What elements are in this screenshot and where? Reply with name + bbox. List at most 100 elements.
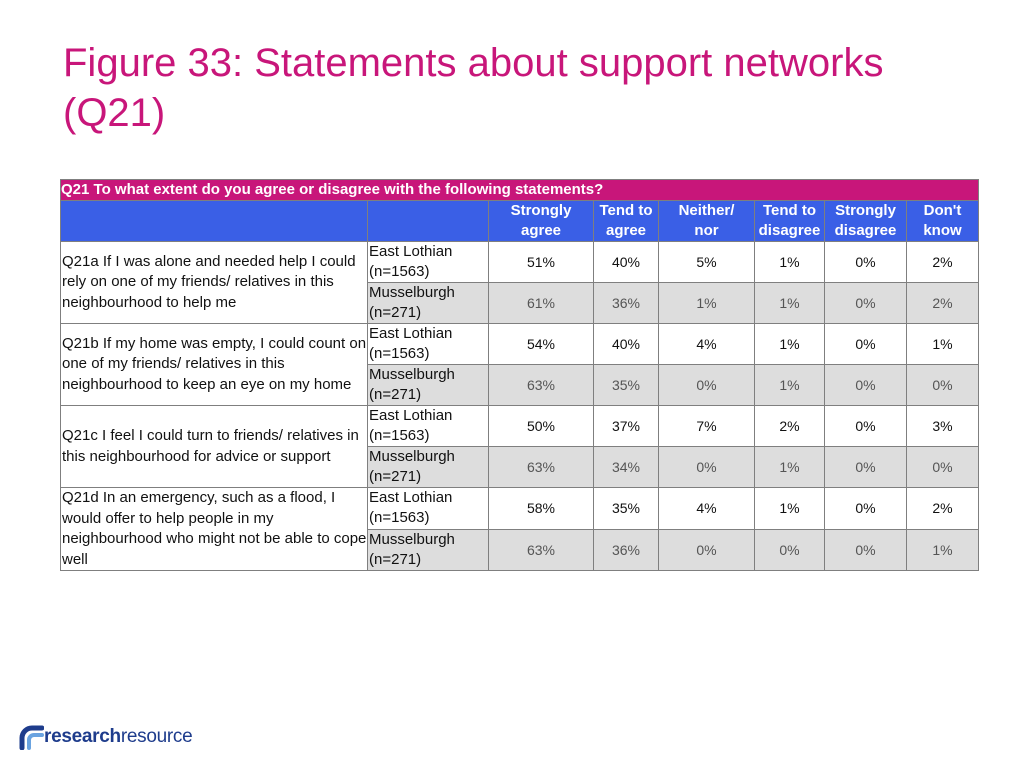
value-cell: 2% <box>906 487 979 530</box>
area-line: (n=271) <box>369 468 422 485</box>
value-cell: 63% <box>488 528 594 571</box>
column-header-line: disagree <box>758 222 821 239</box>
area-line: East Lothian <box>369 407 453 424</box>
column-header: Strongly agree <box>488 200 594 242</box>
value-cell: 1% <box>906 323 979 365</box>
area-cell: East Lothian (n=1563) <box>367 241 489 283</box>
column-header-line: Don't <box>923 202 962 219</box>
value-cell: 0% <box>754 528 825 571</box>
value-cell: 40% <box>593 241 659 283</box>
value-cell: 1% <box>754 241 825 283</box>
column-header: Tend to disagree <box>754 200 825 242</box>
value-cell: 2% <box>906 282 979 324</box>
value-cell: 50% <box>488 405 594 447</box>
value-cell: 0% <box>824 241 907 283</box>
area-cell: Musselburgh (n=271) <box>367 282 489 324</box>
value-cell: 0% <box>658 446 755 488</box>
column-header: Strongly disagree <box>824 200 907 242</box>
value-cell: 40% <box>593 323 659 365</box>
area-cell: Musselburgh (n=271) <box>367 446 489 488</box>
value-cell: 0% <box>824 446 907 488</box>
value-cell: 0% <box>824 528 907 571</box>
statement-cell: Q21d In an emergency, such as a flood, I… <box>60 487 368 571</box>
value-cell: 1% <box>754 446 825 488</box>
value-cell: 2% <box>906 241 979 283</box>
header-blank-statement <box>60 200 368 242</box>
logo-mark-icon <box>19 725 44 750</box>
column-header-line: agree <box>605 222 647 239</box>
area-cell: East Lothian (n=1563) <box>367 487 489 530</box>
research-resource-logo: researchresource <box>18 717 193 757</box>
question-text: Q21 To what extent do you agree or disag… <box>60 179 979 201</box>
table-row: Musselburgh (n=271) 63% 35% 0% 1% 0% 0% <box>61 364 979 406</box>
area-line: (n=1563) <box>369 345 430 362</box>
value-cell: 0% <box>824 364 907 406</box>
value-cell: 0% <box>906 446 979 488</box>
statement-cell: Q21c I feel I could turn to friends/ rel… <box>60 405 368 488</box>
column-header-line: agree <box>520 222 562 239</box>
statement-cell: Q21a If I was alone and needed help I co… <box>60 241 368 324</box>
column-header: Neither/nor <box>658 200 755 242</box>
table-row: Q21d In an emergency, such as a flood, I… <box>60 487 979 571</box>
column-header-line: know <box>923 222 962 239</box>
value-cell: 63% <box>488 364 594 406</box>
header-blank-area <box>367 200 489 242</box>
column-header-line: disagree <box>834 222 897 239</box>
area-line: East Lothian <box>369 489 453 506</box>
column-header-line: nor <box>694 222 719 239</box>
value-cell: 1% <box>754 487 825 530</box>
value-cell: 36% <box>593 282 659 324</box>
logo-wordmark: researchresource <box>44 726 193 747</box>
value-cell: 51% <box>488 241 594 283</box>
value-cell: 35% <box>593 364 659 406</box>
area-line: Musselburgh <box>369 530 455 548</box>
area-line: Musselburgh <box>369 366 455 383</box>
table-row: Musselburgh (n=271) 61% 36% 1% 1% 0% 2% <box>61 282 979 324</box>
area-cell: Musselburgh (n=271) <box>367 528 489 571</box>
area-line: (n=1563) <box>369 509 430 526</box>
area-line: East Lothian <box>369 243 453 260</box>
area-line: (n=271) <box>369 386 422 403</box>
value-cell: 0% <box>658 528 755 571</box>
area-line: (n=271) <box>369 304 422 321</box>
table-row: Musselburgh (n=271) 63% 36% 0% 0% 0% 1% <box>61 528 979 571</box>
area-line: East Lothian <box>369 325 453 342</box>
value-cell: 3% <box>906 405 979 447</box>
value-cell: 37% <box>593 405 659 447</box>
column-header-line: Neither/ <box>678 202 735 219</box>
value-cell: 0% <box>906 364 979 406</box>
survey-table: Q21 To what extent do you agree or disag… <box>60 179 979 571</box>
table-row: Musselburgh (n=271) 63% 34% 0% 1% 0% 0% <box>61 446 979 488</box>
statement-cell: Q21b If my home was empty, I could count… <box>60 323 368 406</box>
value-cell: 4% <box>658 323 755 365</box>
area-line: (n=1563) <box>369 427 430 444</box>
page-title: Figure 33: Statements about support netw… <box>63 41 884 135</box>
value-cell: 1% <box>658 282 755 324</box>
column-header-line: Tend to <box>599 202 653 219</box>
value-cell: 2% <box>754 405 825 447</box>
table-row: Q21b If my home was empty, I could count… <box>60 323 979 406</box>
value-cell: 58% <box>488 487 594 530</box>
area-cell: East Lothian (n=1563) <box>367 323 489 365</box>
question-row: Q21 To what extent do you agree or disag… <box>60 179 979 201</box>
area-line: (n=1563) <box>369 263 430 280</box>
column-header-line: Strongly <box>510 202 572 219</box>
value-cell: 34% <box>593 446 659 488</box>
value-cell: 1% <box>754 282 825 324</box>
column-header: Don't know <box>906 200 979 242</box>
column-header: Tend to agree <box>593 200 659 242</box>
value-cell: 1% <box>906 528 979 571</box>
value-cell: 54% <box>488 323 594 365</box>
area-cell: Musselburgh (n=271) <box>367 364 489 406</box>
value-cell: 1% <box>754 323 825 365</box>
value-cell: 61% <box>488 282 594 324</box>
area-line: Musselburgh <box>369 448 455 465</box>
value-cell: 7% <box>658 405 755 447</box>
value-cell: 35% <box>593 487 659 530</box>
value-cell: 0% <box>824 487 907 530</box>
column-header-line: Tend to <box>762 202 817 219</box>
value-cell: 63% <box>488 446 594 488</box>
area-cell: East Lothian (n=1563) <box>367 405 489 447</box>
value-cell: 0% <box>658 364 755 406</box>
value-cell: 4% <box>658 487 755 530</box>
